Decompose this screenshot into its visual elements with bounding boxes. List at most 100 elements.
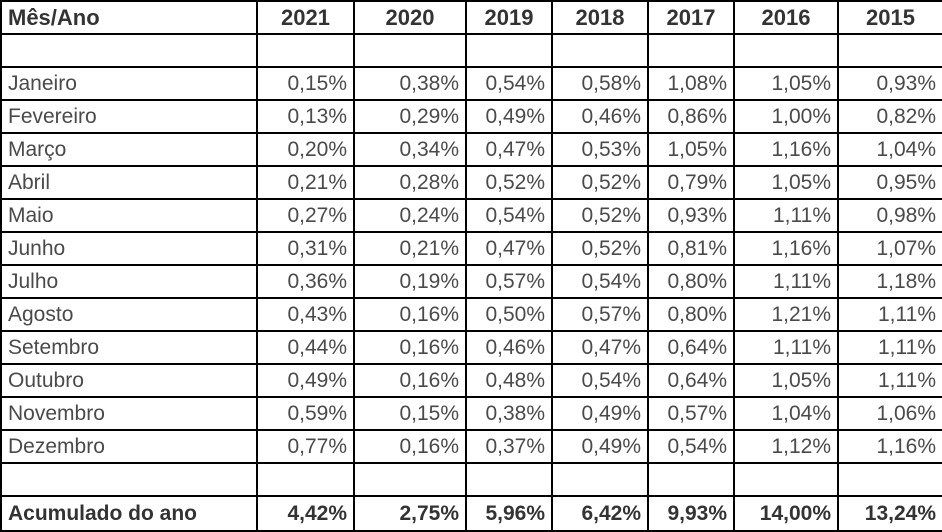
rate-value: 0,38% [353, 66, 467, 101]
empty-cell [837, 33, 942, 68]
rate-value: 1,11% [733, 198, 839, 233]
rate-value: 1,05% [733, 66, 839, 101]
rate-value: 0,98% [837, 198, 942, 233]
rate-value: 0,46% [465, 330, 553, 365]
footer-value: 4,42% [256, 495, 355, 532]
month-label: Fevereiro [0, 99, 258, 134]
footer-value: 2,75% [353, 495, 467, 532]
rate-value: 0,31% [256, 231, 355, 266]
table-header-year: 2020 [353, 0, 467, 35]
rate-value: 0,52% [551, 198, 649, 233]
table-header-month-year: Mês/Ano [0, 0, 258, 35]
table-row: Setembro 0,44% 0,16% 0,46% 0,47% 0,64% 1,11% 1,… [0, 330, 942, 365]
rate-value: 1,11% [733, 330, 839, 365]
table-row: Fevereiro 0,13% 0,29% 0,49% 0,46% 0,86% 1,00% 0… [0, 99, 942, 134]
footer-value: 13,24% [837, 495, 942, 532]
empty-cell [256, 33, 355, 68]
empty-cell [353, 33, 467, 68]
rate-value: 1,11% [837, 297, 942, 332]
rate-value: 0,82% [837, 99, 942, 134]
footer-value: 6,42% [551, 495, 649, 532]
empty-cell [353, 462, 467, 497]
rate-value: 0,15% [353, 396, 467, 431]
rate-value: 0,15% [256, 66, 355, 101]
rate-value: 0,52% [465, 165, 553, 200]
rate-value: 0,59% [256, 396, 355, 431]
month-label: Junho [0, 231, 258, 266]
empty-cell [256, 462, 355, 497]
rate-value: 0,52% [551, 231, 649, 266]
rate-value: 0,21% [353, 231, 467, 266]
rate-value: 0,77% [256, 429, 355, 464]
rate-value: 1,12% [733, 429, 839, 464]
empty-cell [0, 33, 258, 68]
rate-value: 0,49% [551, 429, 649, 464]
footer-value: 9,93% [647, 495, 735, 532]
rate-value: 0,48% [465, 363, 553, 398]
rate-value: 0,37% [465, 429, 553, 464]
rate-value: 0,54% [465, 66, 553, 101]
rate-value: 0,57% [647, 396, 735, 431]
rate-value: 0,20% [256, 132, 355, 167]
table-row: Março 0,20% 0,34% 0,47% 0,53% 1,05% 1,16% 1,04% [0, 132, 942, 167]
rate-value: 1,00% [733, 99, 839, 134]
footer-value: 14,00% [733, 495, 839, 532]
month-label: Maio [0, 198, 258, 233]
rate-value: 0,54% [647, 429, 735, 464]
table-body: Janeiro 0,15% 0,38% 0,54% 0,58% 1,08% 1,05% 0,9… [0, 33, 942, 532]
rate-value: 0,54% [551, 363, 649, 398]
header-row: Mês/Ano 2021 2020 2019 2018 2017 2016 2015 [0, 0, 942, 35]
rate-value: 0,34% [353, 132, 467, 167]
rate-value: 0,47% [551, 330, 649, 365]
rate-value: 1,16% [837, 429, 942, 464]
footer-value: 5,96% [465, 495, 553, 532]
rate-value: 0,38% [465, 396, 553, 431]
footer-label: Acumulado do ano [0, 495, 258, 532]
rate-value: 1,05% [733, 363, 839, 398]
table-row: Julho 0,36% 0,19% 0,57% 0,54% 0,80% 1,11% 1,18% [0, 264, 942, 299]
rate-value: 0,29% [353, 99, 467, 134]
table-row: Janeiro 0,15% 0,38% 0,54% 0,58% 1,08% 1,05% 0,9… [0, 66, 942, 101]
rate-value: 0,54% [551, 264, 649, 299]
table-header-year: 2018 [551, 0, 649, 35]
rate-value: 0,19% [353, 264, 467, 299]
rate-value: 0,16% [353, 297, 467, 332]
table-header-year: 2015 [837, 0, 942, 35]
rate-value: 1,11% [837, 330, 942, 365]
rate-value: 1,08% [647, 66, 735, 101]
rate-value: 0,28% [353, 165, 467, 200]
rate-value: 1,16% [733, 132, 839, 167]
table-row: Maio 0,27% 0,24% 0,54% 0,52% 0,93% 1,11% 0,98% [0, 198, 942, 233]
table-header-year: 2021 [256, 0, 355, 35]
table-header-year: 2019 [465, 0, 553, 35]
table-row: Abril 0,21% 0,28% 0,52% 0,52% 0,79% 1,05% 0,95% [0, 165, 942, 200]
empty-cell [551, 33, 649, 68]
table-row: Agosto 0,43% 0,16% 0,50% 0,57% 0,80% 1,21% 1,11… [0, 297, 942, 332]
rate-value: 0,46% [551, 99, 649, 134]
rate-value: 0,44% [256, 330, 355, 365]
rate-value: 0,80% [647, 264, 735, 299]
rate-value: 0,43% [256, 297, 355, 332]
table-row: Dezembro 0,77% 0,16% 0,37% 0,49% 0,54% 1,12% 1,… [0, 429, 942, 464]
empty-cell [0, 462, 258, 497]
rate-value: 0,50% [465, 297, 553, 332]
month-label: Março [0, 132, 258, 167]
empty-cell [647, 462, 735, 497]
rate-value: 0,57% [551, 297, 649, 332]
table-header-year: 2017 [647, 0, 735, 35]
rate-value: 0,93% [837, 66, 942, 101]
rate-value: 0,47% [465, 132, 553, 167]
rate-value: 0,49% [465, 99, 553, 134]
table-row: Junho 0,31% 0,21% 0,47% 0,52% 0,81% 1,16% 1,07% [0, 231, 942, 266]
rate-value: 0,13% [256, 99, 355, 134]
empty-cell [647, 33, 735, 68]
rate-value: 0,16% [353, 429, 467, 464]
rate-value: 1,11% [733, 264, 839, 299]
empty-cell [837, 462, 942, 497]
month-label: Novembro [0, 396, 258, 431]
rate-value: 0,52% [551, 165, 649, 200]
empty-cell [465, 33, 553, 68]
month-label: Janeiro [0, 66, 258, 101]
